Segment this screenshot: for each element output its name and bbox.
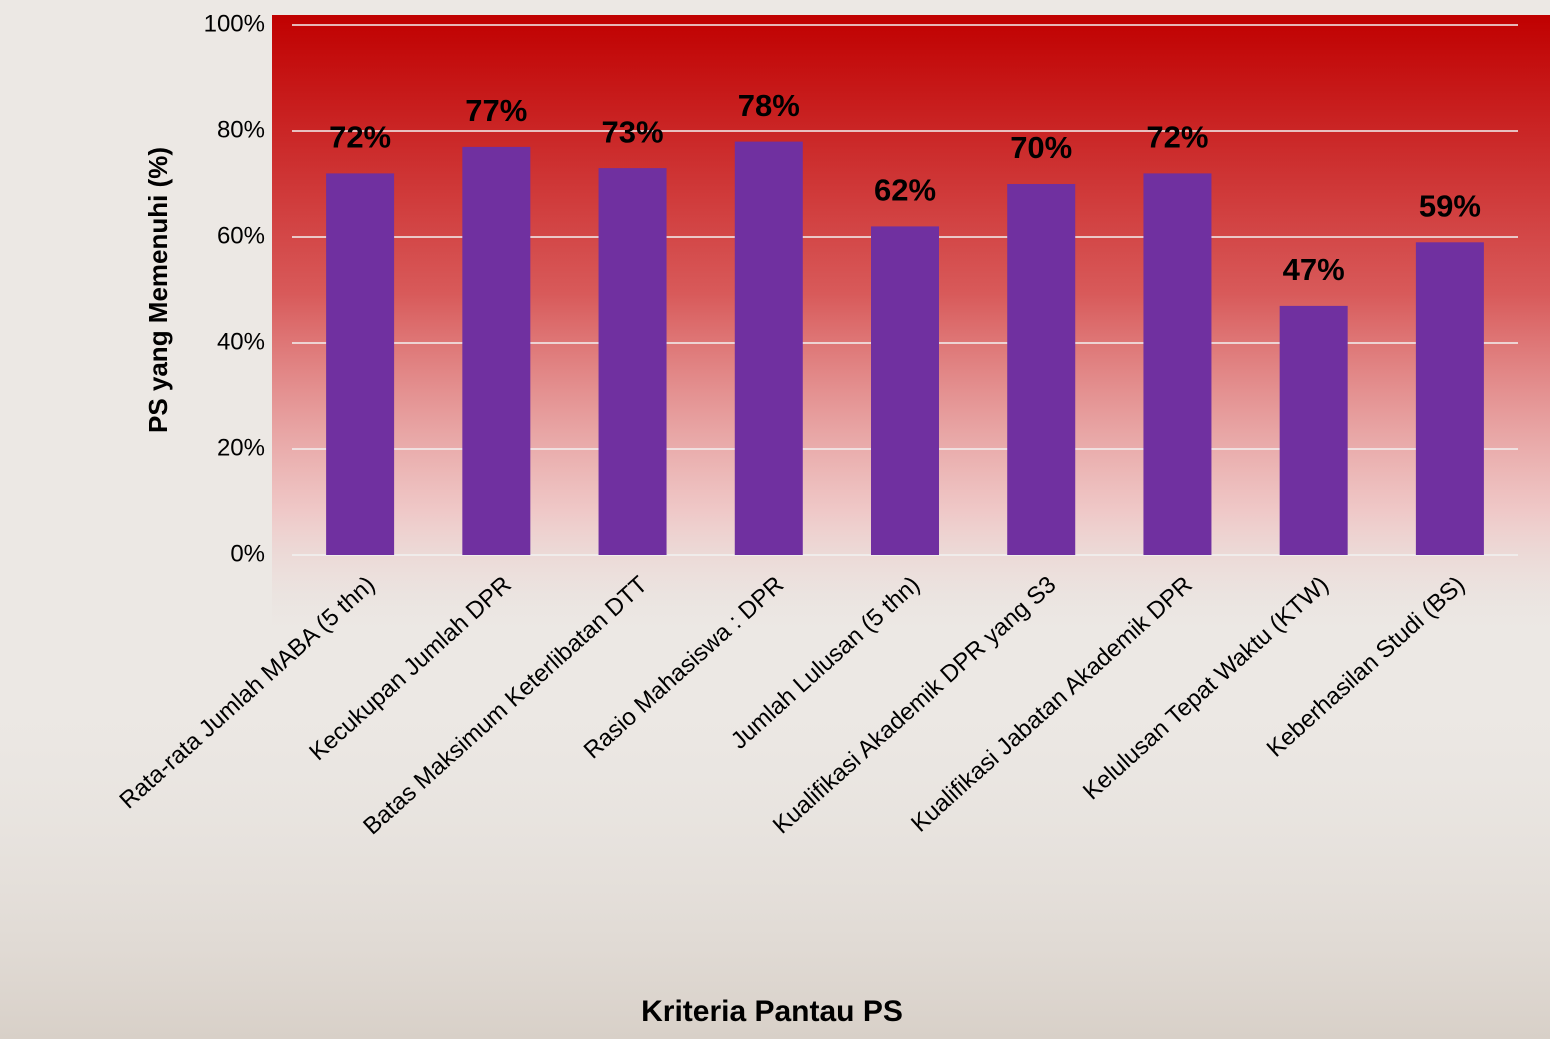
x-axis-title: Kriteria Pantau PS [641,995,903,1028]
page: Kriteria Pantau PS PS yang Memenuhi (%) … [0,0,1550,1039]
value-label: 72% [1146,120,1208,155]
y-tick-label: 100% [204,10,265,37]
y-tick-label: 20% [217,434,265,461]
value-label: 77% [465,93,527,128]
y-tick-label: 40% [217,328,265,355]
bar [1143,173,1211,555]
value-label: 70% [1010,130,1072,165]
bar [1416,242,1484,555]
bar [599,168,667,555]
value-label: 73% [602,114,664,149]
y-tick-label: 80% [217,116,265,143]
bar [871,226,939,555]
background-shade [0,700,1550,1039]
bar [735,142,803,555]
value-label: 62% [874,173,936,208]
y-tick-label: 60% [217,222,265,249]
y-tick-label: 0% [230,540,265,567]
bar [326,173,394,555]
value-label: 59% [1419,188,1481,223]
bar [462,147,530,555]
chart: Kriteria Pantau PS PS yang Memenuhi (%) … [0,0,1550,1039]
bar [1007,184,1075,555]
value-label: 47% [1283,252,1345,287]
value-label: 72% [329,120,391,155]
y-axis-title: PS yang Memenuhi (%) [143,147,173,433]
bar [1280,306,1348,555]
value-label: 78% [738,88,800,123]
